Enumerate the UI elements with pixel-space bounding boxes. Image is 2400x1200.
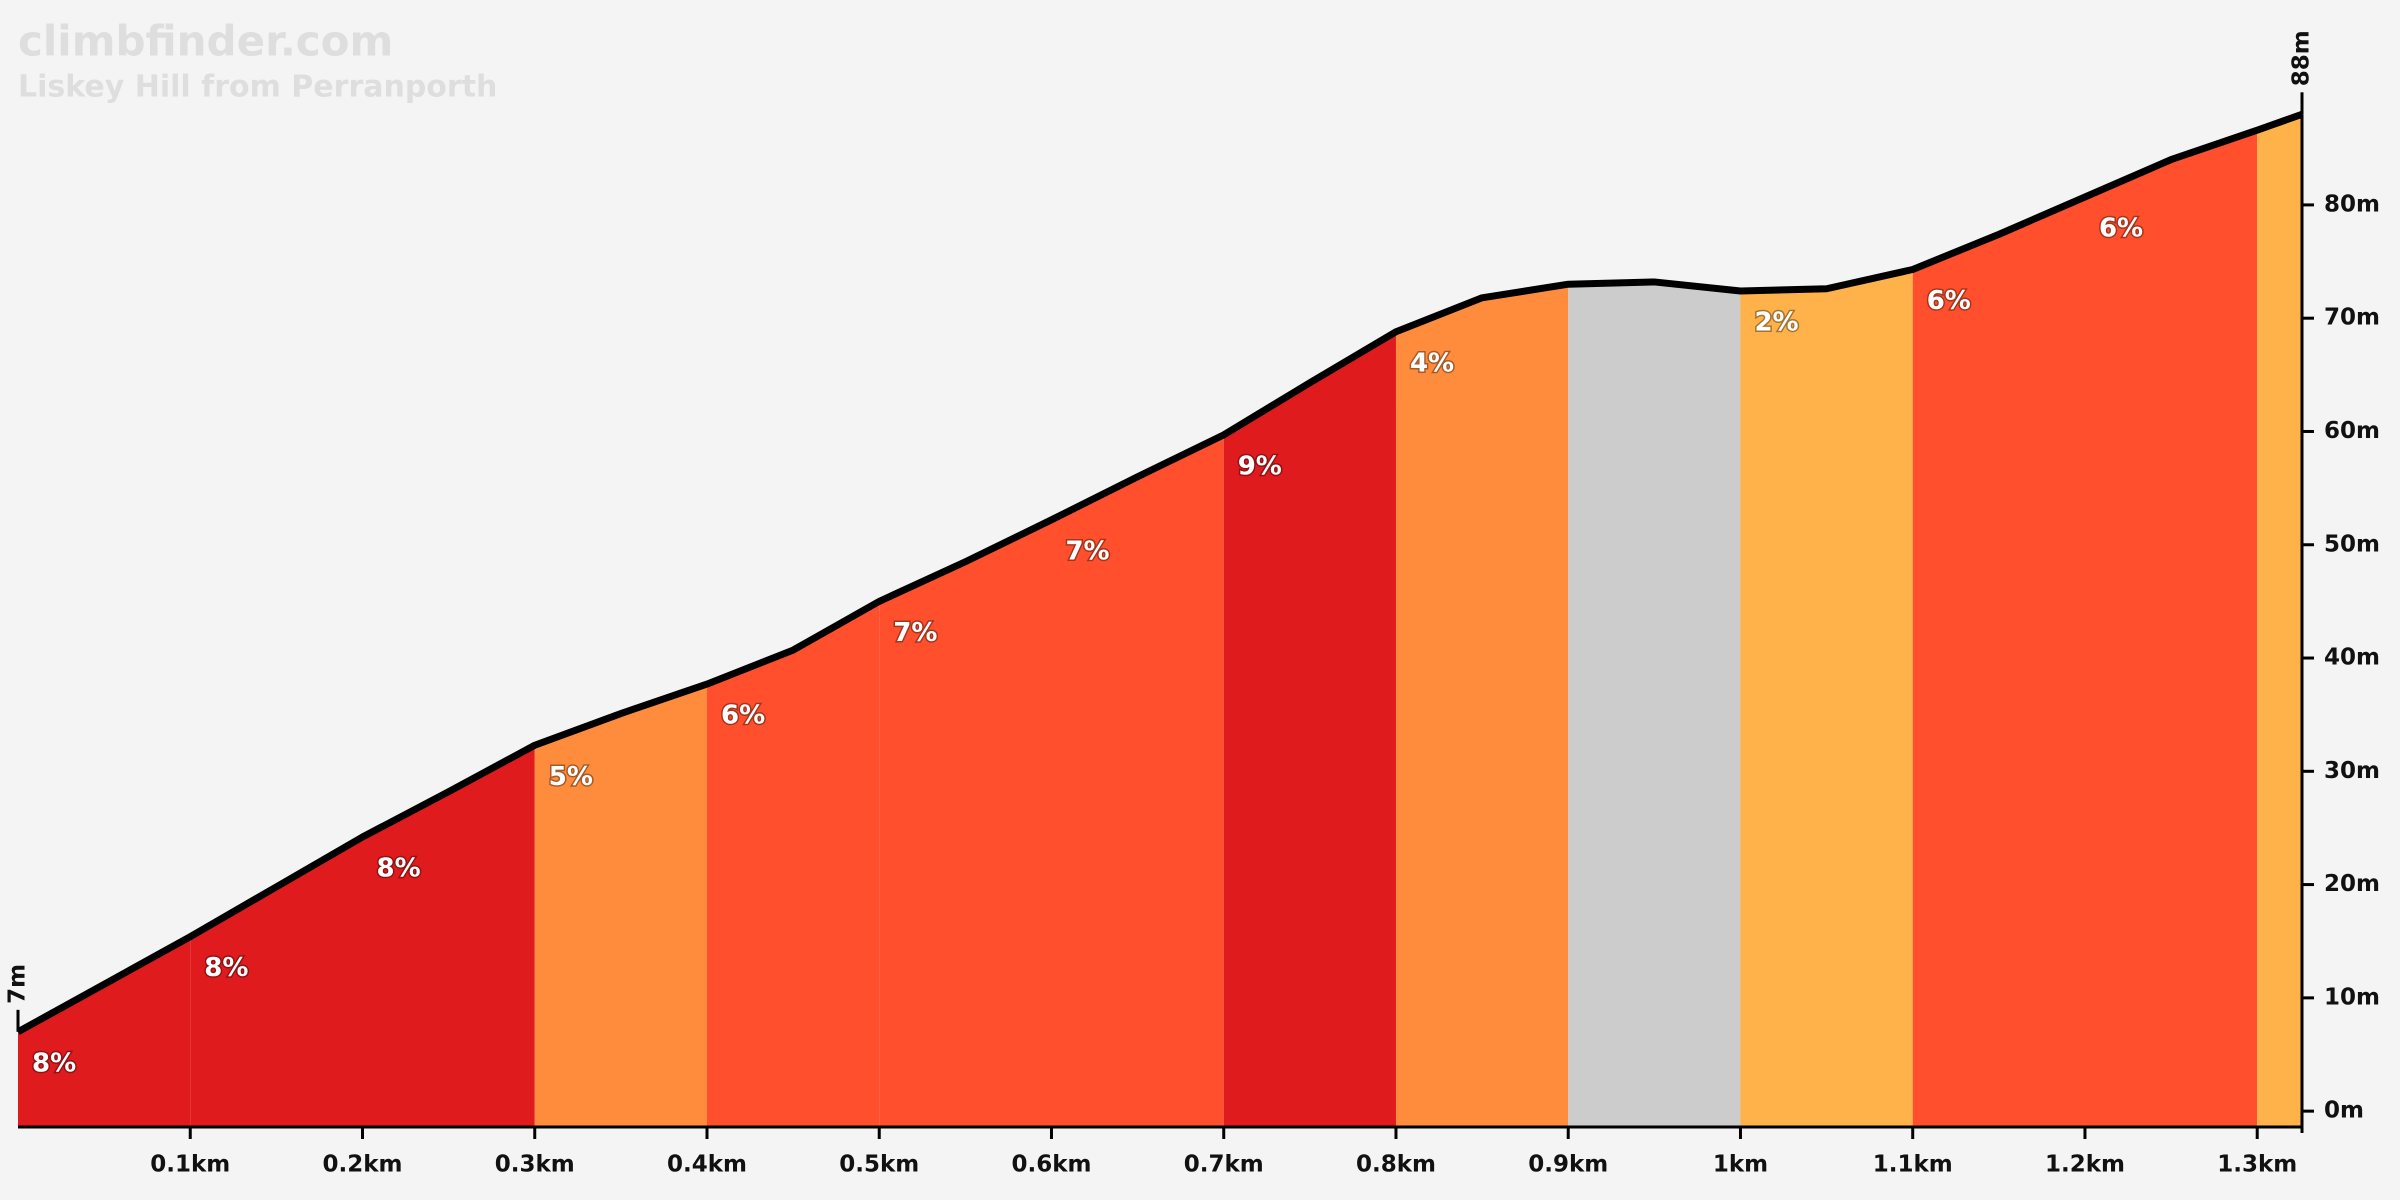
- x-tick-label: 0.7km: [1184, 1152, 1264, 1178]
- grade-label: 8%: [376, 854, 420, 884]
- y-tick-label: 80m: [2324, 191, 2380, 217]
- segment: [2257, 114, 2302, 1127]
- x-tick-label: 1.3km: [2217, 1152, 2297, 1178]
- grade-label: 2%: [1754, 308, 1798, 338]
- x-tick-label: 1.2km: [2045, 1152, 2125, 1178]
- grade-label: 7%: [1065, 536, 1109, 566]
- y-tick-label: 50m: [2324, 531, 2380, 557]
- y-tick-label: 60m: [2324, 418, 2380, 444]
- x-tick-label: 0.5km: [839, 1152, 919, 1178]
- segment: [1740, 269, 1913, 1127]
- endpoint-label: 7m: [5, 964, 31, 1004]
- grade-label: 6%: [2099, 213, 2143, 243]
- y-tick-label: 0m: [2324, 1098, 2364, 1124]
- endpoint-label: 88m: [2289, 30, 2315, 86]
- grade-label: 9%: [1238, 451, 1282, 481]
- segment: [706, 601, 880, 1127]
- segment: [1568, 281, 1741, 1127]
- grade-label: 8%: [204, 953, 248, 983]
- x-tick-label: 0.8km: [1356, 1152, 1436, 1178]
- x-tick-label: 1.1km: [1873, 1152, 1953, 1178]
- grade-label: 6%: [1927, 286, 1971, 316]
- x-tick-label: 0.1km: [150, 1152, 230, 1178]
- segment: [190, 837, 363, 1127]
- segment: [18, 936, 191, 1127]
- profile-line: [16, 110, 2304, 1035]
- grade-label: 8%: [32, 1048, 76, 1078]
- x-tick-label: 0.6km: [1011, 1152, 1091, 1178]
- segment: [2084, 130, 2258, 1127]
- segment: [879, 519, 1052, 1127]
- y-tick-label: 10m: [2324, 984, 2380, 1010]
- y-tick-label: 20m: [2324, 871, 2380, 897]
- segment: [1051, 434, 1224, 1128]
- segment: [1395, 284, 1569, 1127]
- grade-label: 5%: [549, 762, 593, 792]
- segment: [362, 745, 535, 1127]
- x-tick-label: 1km: [1713, 1152, 1768, 1178]
- x-tick-label: 0.2km: [322, 1152, 402, 1178]
- y-tick-label: 40m: [2324, 645, 2380, 671]
- grade-label: 7%: [893, 618, 937, 648]
- grade-label: 4%: [1410, 348, 1454, 378]
- x-tick-label: 0.4km: [667, 1152, 747, 1178]
- y-tick-label: 30m: [2324, 758, 2380, 784]
- x-tick-label: 0.9km: [1528, 1152, 1608, 1178]
- segment: [1912, 196, 2085, 1127]
- chart-title: climbfinder.com: [18, 17, 393, 66]
- grade-label: 6%: [721, 701, 765, 731]
- y-tick-label: 70m: [2324, 305, 2380, 331]
- x-tick-label: 0.3km: [495, 1152, 575, 1178]
- chart-subtitle: Liskey Hill from Perranporth: [18, 70, 497, 105]
- segment: [1223, 331, 1396, 1127]
- segment: [534, 684, 707, 1127]
